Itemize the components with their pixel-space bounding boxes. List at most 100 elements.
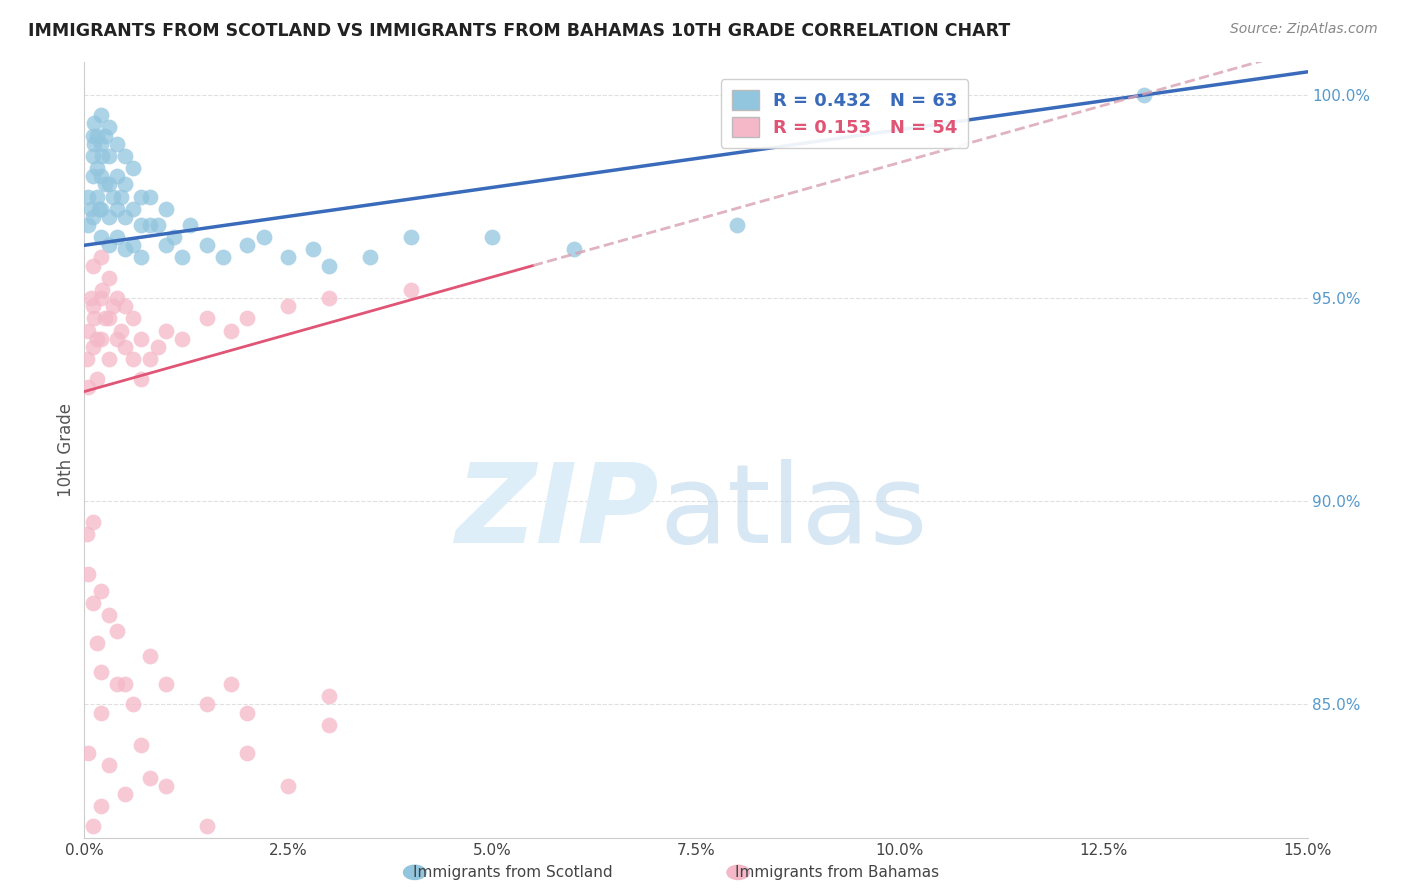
Point	[155, 677, 177, 691]
Point	[90, 169, 112, 184]
Point	[131, 218, 153, 232]
Point	[138, 771, 160, 785]
Point	[86, 189, 108, 203]
Point	[114, 787, 136, 801]
Point	[318, 717, 340, 731]
Point	[91, 149, 114, 163]
Point	[114, 299, 136, 313]
Point	[90, 136, 112, 151]
Point	[146, 218, 169, 232]
Point	[82, 210, 104, 224]
Point	[195, 311, 218, 326]
Point	[110, 324, 132, 338]
Point	[105, 291, 128, 305]
Point	[105, 677, 128, 691]
Point	[131, 189, 153, 203]
Point	[101, 189, 124, 203]
Text: Immigrants from Bahamas: Immigrants from Bahamas	[734, 865, 939, 880]
Point	[77, 218, 100, 232]
Point	[318, 690, 340, 704]
Point	[87, 202, 110, 216]
Point	[122, 311, 145, 326]
Circle shape	[404, 865, 426, 880]
Point	[97, 607, 120, 622]
Point	[90, 291, 112, 305]
Point	[131, 251, 153, 265]
Point	[172, 332, 194, 346]
Point	[80, 202, 103, 216]
Point	[97, 352, 120, 367]
Point	[138, 352, 160, 367]
Point	[77, 567, 100, 582]
Point	[82, 299, 104, 313]
Point	[195, 238, 218, 252]
Point	[80, 291, 103, 305]
Point	[155, 779, 177, 793]
Point	[77, 189, 100, 203]
Point	[82, 340, 104, 354]
Point	[76, 526, 98, 541]
Point	[93, 311, 115, 326]
Point	[236, 238, 259, 252]
Point	[122, 161, 145, 175]
Point	[114, 210, 136, 224]
Point	[97, 178, 120, 192]
Point	[1133, 87, 1156, 102]
Point	[122, 202, 145, 216]
Point	[86, 128, 108, 143]
Text: Immigrants from Scotland: Immigrants from Scotland	[413, 865, 613, 880]
Point	[82, 515, 104, 529]
Point	[359, 251, 381, 265]
Point	[138, 648, 160, 663]
Point	[114, 149, 136, 163]
Point	[86, 332, 108, 346]
Point	[277, 251, 299, 265]
Point	[83, 116, 105, 130]
Point	[105, 202, 128, 216]
Point	[481, 230, 503, 244]
Point	[122, 352, 145, 367]
Point	[97, 149, 120, 163]
Point	[114, 243, 136, 257]
Point	[122, 238, 145, 252]
Circle shape	[727, 865, 749, 880]
Point	[90, 202, 112, 216]
Legend: R = 0.432   N = 63, R = 0.153   N = 54: R = 0.432 N = 63, R = 0.153 N = 54	[721, 79, 969, 148]
Point	[195, 819, 218, 833]
Point	[82, 169, 104, 184]
Point	[97, 120, 120, 135]
Point	[155, 238, 177, 252]
Text: IMMIGRANTS FROM SCOTLAND VS IMMIGRANTS FROM BAHAMAS 10TH GRADE CORRELATION CHART: IMMIGRANTS FROM SCOTLAND VS IMMIGRANTS F…	[28, 22, 1011, 40]
Point	[318, 259, 340, 273]
Point	[90, 665, 112, 679]
Point	[77, 324, 100, 338]
Point	[114, 677, 136, 691]
Point	[90, 251, 112, 265]
Point	[155, 324, 177, 338]
Point	[97, 270, 120, 285]
Point	[97, 311, 120, 326]
Point	[93, 178, 115, 192]
Point	[97, 758, 120, 772]
Point	[86, 372, 108, 386]
Point	[90, 332, 112, 346]
Point	[138, 189, 160, 203]
Point	[114, 340, 136, 354]
Point	[77, 746, 100, 760]
Point	[97, 238, 120, 252]
Point	[82, 819, 104, 833]
Point	[562, 243, 585, 257]
Text: atlas: atlas	[659, 459, 928, 566]
Text: ZIP: ZIP	[456, 459, 659, 566]
Point	[138, 218, 160, 232]
Point	[83, 311, 105, 326]
Point	[82, 596, 104, 610]
Point	[82, 128, 104, 143]
Point	[131, 738, 153, 752]
Point	[219, 677, 242, 691]
Point	[105, 169, 128, 184]
Point	[277, 779, 299, 793]
Point	[86, 636, 108, 650]
Point	[236, 706, 259, 720]
Point	[101, 299, 124, 313]
